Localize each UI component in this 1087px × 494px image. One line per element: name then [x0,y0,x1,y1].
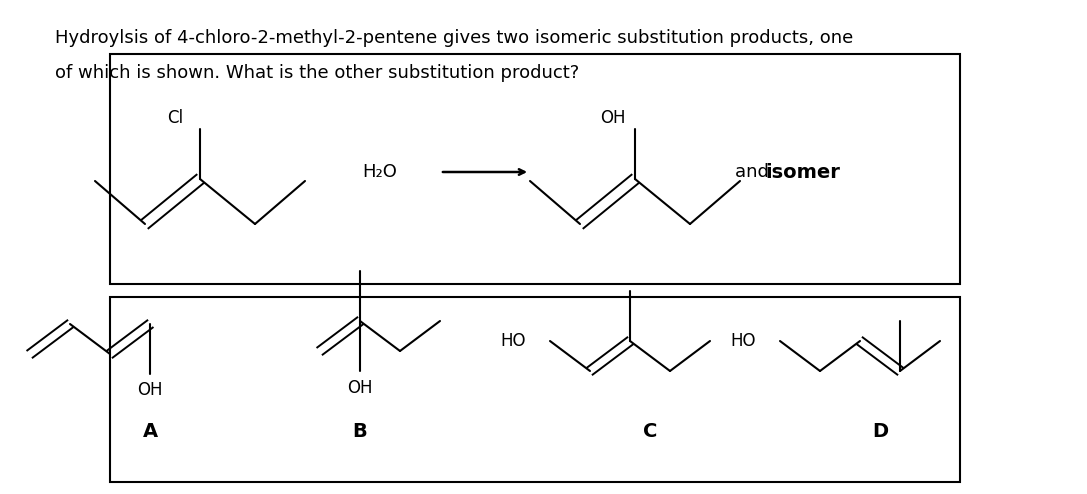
Text: Cl: Cl [167,109,183,127]
Bar [110,54,960,284]
Text: OH: OH [137,381,163,399]
Text: of which is shown. What is the other substitution product?: of which is shown. What is the other sub… [55,64,579,82]
Text: OH: OH [600,109,626,127]
Text: H₂O: H₂O [363,163,398,181]
Text: and: and [735,163,775,181]
Text: D: D [872,421,888,441]
Text: HO: HO [730,332,755,350]
Bar [110,297,960,482]
Text: HO: HO [500,332,525,350]
Text: isomer: isomer [765,163,840,181]
Text: B: B [352,421,367,441]
Text: OH: OH [347,379,373,397]
Text: A: A [142,421,158,441]
Text: Hydroylsis of 4-chloro-2-methyl-2-pentene gives two isomeric substitution produc: Hydroylsis of 4-chloro-2-methyl-2-penten… [55,29,853,47]
Text: C: C [642,421,658,441]
